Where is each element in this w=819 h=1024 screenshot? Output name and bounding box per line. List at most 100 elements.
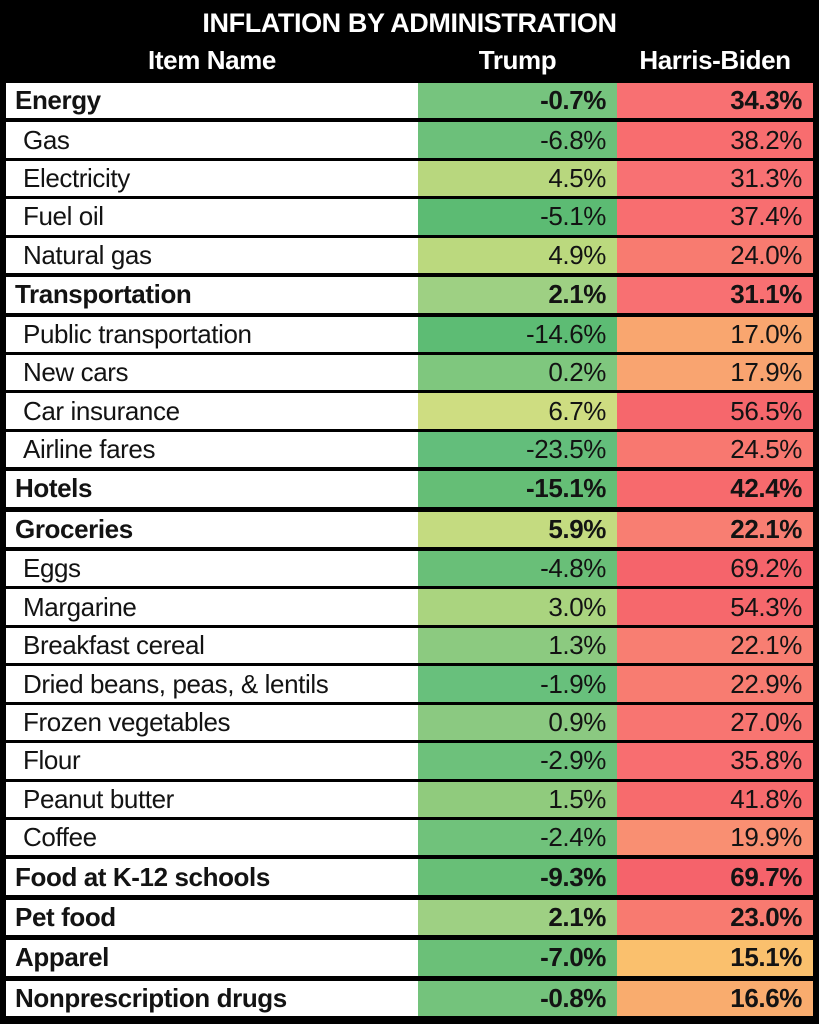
table-row: Coffee -2.4% 19.9%	[6, 820, 813, 859]
trump-value-cell: -0.8%	[418, 980, 617, 1017]
table-row: Airline fares -23.5% 24.5%	[6, 431, 813, 471]
trump-value-cell: 4.5%	[418, 160, 617, 197]
item-name-cell: Margarine	[6, 589, 418, 625]
harris-biden-value-cell: 17.9%	[617, 354, 813, 391]
harris-biden-value-cell: 27.0%	[617, 704, 813, 741]
table-row: Natural gas 4.9% 24.0%	[6, 237, 813, 277]
harris-biden-value-cell: 17.0%	[617, 316, 813, 352]
harris-biden-value-cell: 41.8%	[617, 781, 813, 818]
item-name-cell: Public transportation	[6, 316, 418, 352]
trump-value-cell: -23.5%	[418, 431, 617, 468]
table-row: Gas -6.8% 38.2%	[6, 122, 813, 161]
table-row: Public transportation -14.6% 17.0%	[6, 316, 813, 355]
item-name-cell: Groceries	[6, 511, 418, 548]
table-title: INFLATION BY ADMINISTRATION	[6, 0, 813, 42]
trump-value-cell: -0.7%	[418, 83, 617, 119]
item-name-cell: Gas	[6, 122, 418, 158]
column-header-trump: Trump	[478, 44, 557, 75]
item-name-cell: Food at K-12 schools	[6, 859, 418, 895]
table-row: Flour -2.9% 35.8%	[6, 743, 813, 782]
harris-biden-value-cell: 69.2%	[617, 551, 813, 587]
item-name-cell: Flour	[6, 743, 418, 779]
harris-biden-value-cell: 38.2%	[617, 122, 813, 158]
column-header-item-name: Item Name	[148, 44, 276, 75]
harris-biden-value-cell: 23.0%	[617, 899, 813, 936]
harris-biden-value-cell: 42.4%	[617, 471, 813, 507]
trump-value-cell: -2.4%	[418, 820, 617, 856]
table-row: Food at K-12 schools -9.3% 69.7%	[6, 858, 813, 899]
harris-biden-value-cell: 54.3%	[617, 589, 813, 625]
harris-biden-value-cell: 31.1%	[617, 277, 813, 313]
table-row: Breakfast cereal 1.3% 22.1%	[6, 627, 813, 667]
item-name-cell: Hotels	[6, 471, 418, 507]
table-row: New cars 0.2% 17.9%	[6, 354, 813, 394]
trump-value-cell: -5.1%	[418, 199, 617, 235]
harris-biden-value-cell: 24.5%	[617, 431, 813, 468]
item-name-cell: New cars	[6, 354, 418, 391]
harris-biden-value-cell: 24.0%	[617, 237, 813, 274]
item-name-cell: Frozen vegetables	[6, 704, 418, 741]
trump-value-cell: -2.9%	[418, 743, 617, 779]
item-name-cell: Airline fares	[6, 431, 418, 468]
trump-value-cell: 4.9%	[418, 237, 617, 274]
harris-biden-value-cell: 69.7%	[617, 859, 813, 895]
table-row: Eggs -4.8% 69.2%	[6, 551, 813, 590]
table-row: Hotels -15.1% 42.4%	[6, 470, 813, 511]
trump-value-cell: 1.3%	[418, 627, 617, 664]
item-name-cell: Energy	[6, 83, 418, 119]
item-name-cell: Natural gas	[6, 237, 418, 274]
harris-biden-value-cell: 22.1%	[617, 511, 813, 548]
harris-biden-value-cell: 34.3%	[617, 83, 813, 119]
table-rows: Energy -0.7% 34.3% Gas -6.8% 38.2% Electricity…	[6, 82, 813, 1017]
trump-value-cell: -4.8%	[418, 551, 617, 587]
harris-biden-value-cell: 22.9%	[617, 666, 813, 702]
harris-biden-value-cell: 19.9%	[617, 820, 813, 856]
item-name-cell: Peanut butter	[6, 781, 418, 818]
trump-value-cell: -15.1%	[418, 471, 617, 507]
item-name-cell: Pet food	[6, 899, 418, 936]
trump-value-cell: -1.9%	[418, 666, 617, 702]
harris-biden-value-cell: 15.1%	[617, 940, 813, 976]
harris-biden-value-cell: 22.1%	[617, 627, 813, 664]
table-row: Energy -0.7% 34.3%	[6, 82, 813, 123]
trump-value-cell: 2.1%	[418, 277, 617, 313]
table-header-row: Item Name Trump Harris-Biden	[6, 42, 813, 82]
harris-biden-value-cell: 56.5%	[617, 393, 813, 429]
trump-value-cell: -7.0%	[418, 940, 617, 976]
item-name-cell: Fuel oil	[6, 199, 418, 235]
table-row: Transportation 2.1% 31.1%	[6, 276, 813, 317]
item-name-cell: Apparel	[6, 940, 418, 976]
table-row: Electricity 4.5% 31.3%	[6, 160, 813, 200]
table-row: Pet food 2.1% 23.0%	[6, 898, 813, 940]
harris-biden-value-cell: 35.8%	[617, 743, 813, 779]
harris-biden-value-cell: 16.6%	[617, 980, 813, 1017]
trump-value-cell: 6.7%	[418, 393, 617, 429]
trump-value-cell: 2.1%	[418, 899, 617, 936]
table-row: Frozen vegetables 0.9% 27.0%	[6, 704, 813, 744]
table-row: Groceries 5.9% 22.1%	[6, 510, 813, 552]
table-row: Fuel oil -5.1% 37.4%	[6, 199, 813, 238]
trump-value-cell: 5.9%	[418, 511, 617, 548]
table-row: Car insurance 6.7% 56.5%	[6, 393, 813, 432]
item-name-cell: Electricity	[6, 160, 418, 197]
trump-value-cell: -14.6%	[418, 316, 617, 352]
column-header-harris-biden: Harris-Biden	[639, 44, 791, 75]
harris-biden-value-cell: 37.4%	[617, 199, 813, 235]
item-name-cell: Coffee	[6, 820, 418, 856]
trump-value-cell: -9.3%	[418, 859, 617, 895]
table-row: Margarine 3.0% 54.3%	[6, 589, 813, 628]
table-row: Peanut butter 1.5% 41.8%	[6, 781, 813, 821]
table-row: Apparel -7.0% 15.1%	[6, 939, 813, 980]
item-name-cell: Car insurance	[6, 393, 418, 429]
harris-biden-value-cell: 31.3%	[617, 160, 813, 197]
table-row: Dried beans, peas, & lentils -1.9% 22.9%	[6, 666, 813, 705]
trump-value-cell: 0.9%	[418, 704, 617, 741]
item-name-cell: Breakfast cereal	[6, 627, 418, 664]
item-name-cell: Transportation	[6, 277, 418, 313]
trump-value-cell: 3.0%	[418, 589, 617, 625]
table-row: Nonprescription drugs -0.8% 16.6%	[6, 979, 813, 1017]
item-name-cell: Eggs	[6, 551, 418, 587]
trump-value-cell: -6.8%	[418, 122, 617, 158]
trump-value-cell: 1.5%	[418, 781, 617, 818]
